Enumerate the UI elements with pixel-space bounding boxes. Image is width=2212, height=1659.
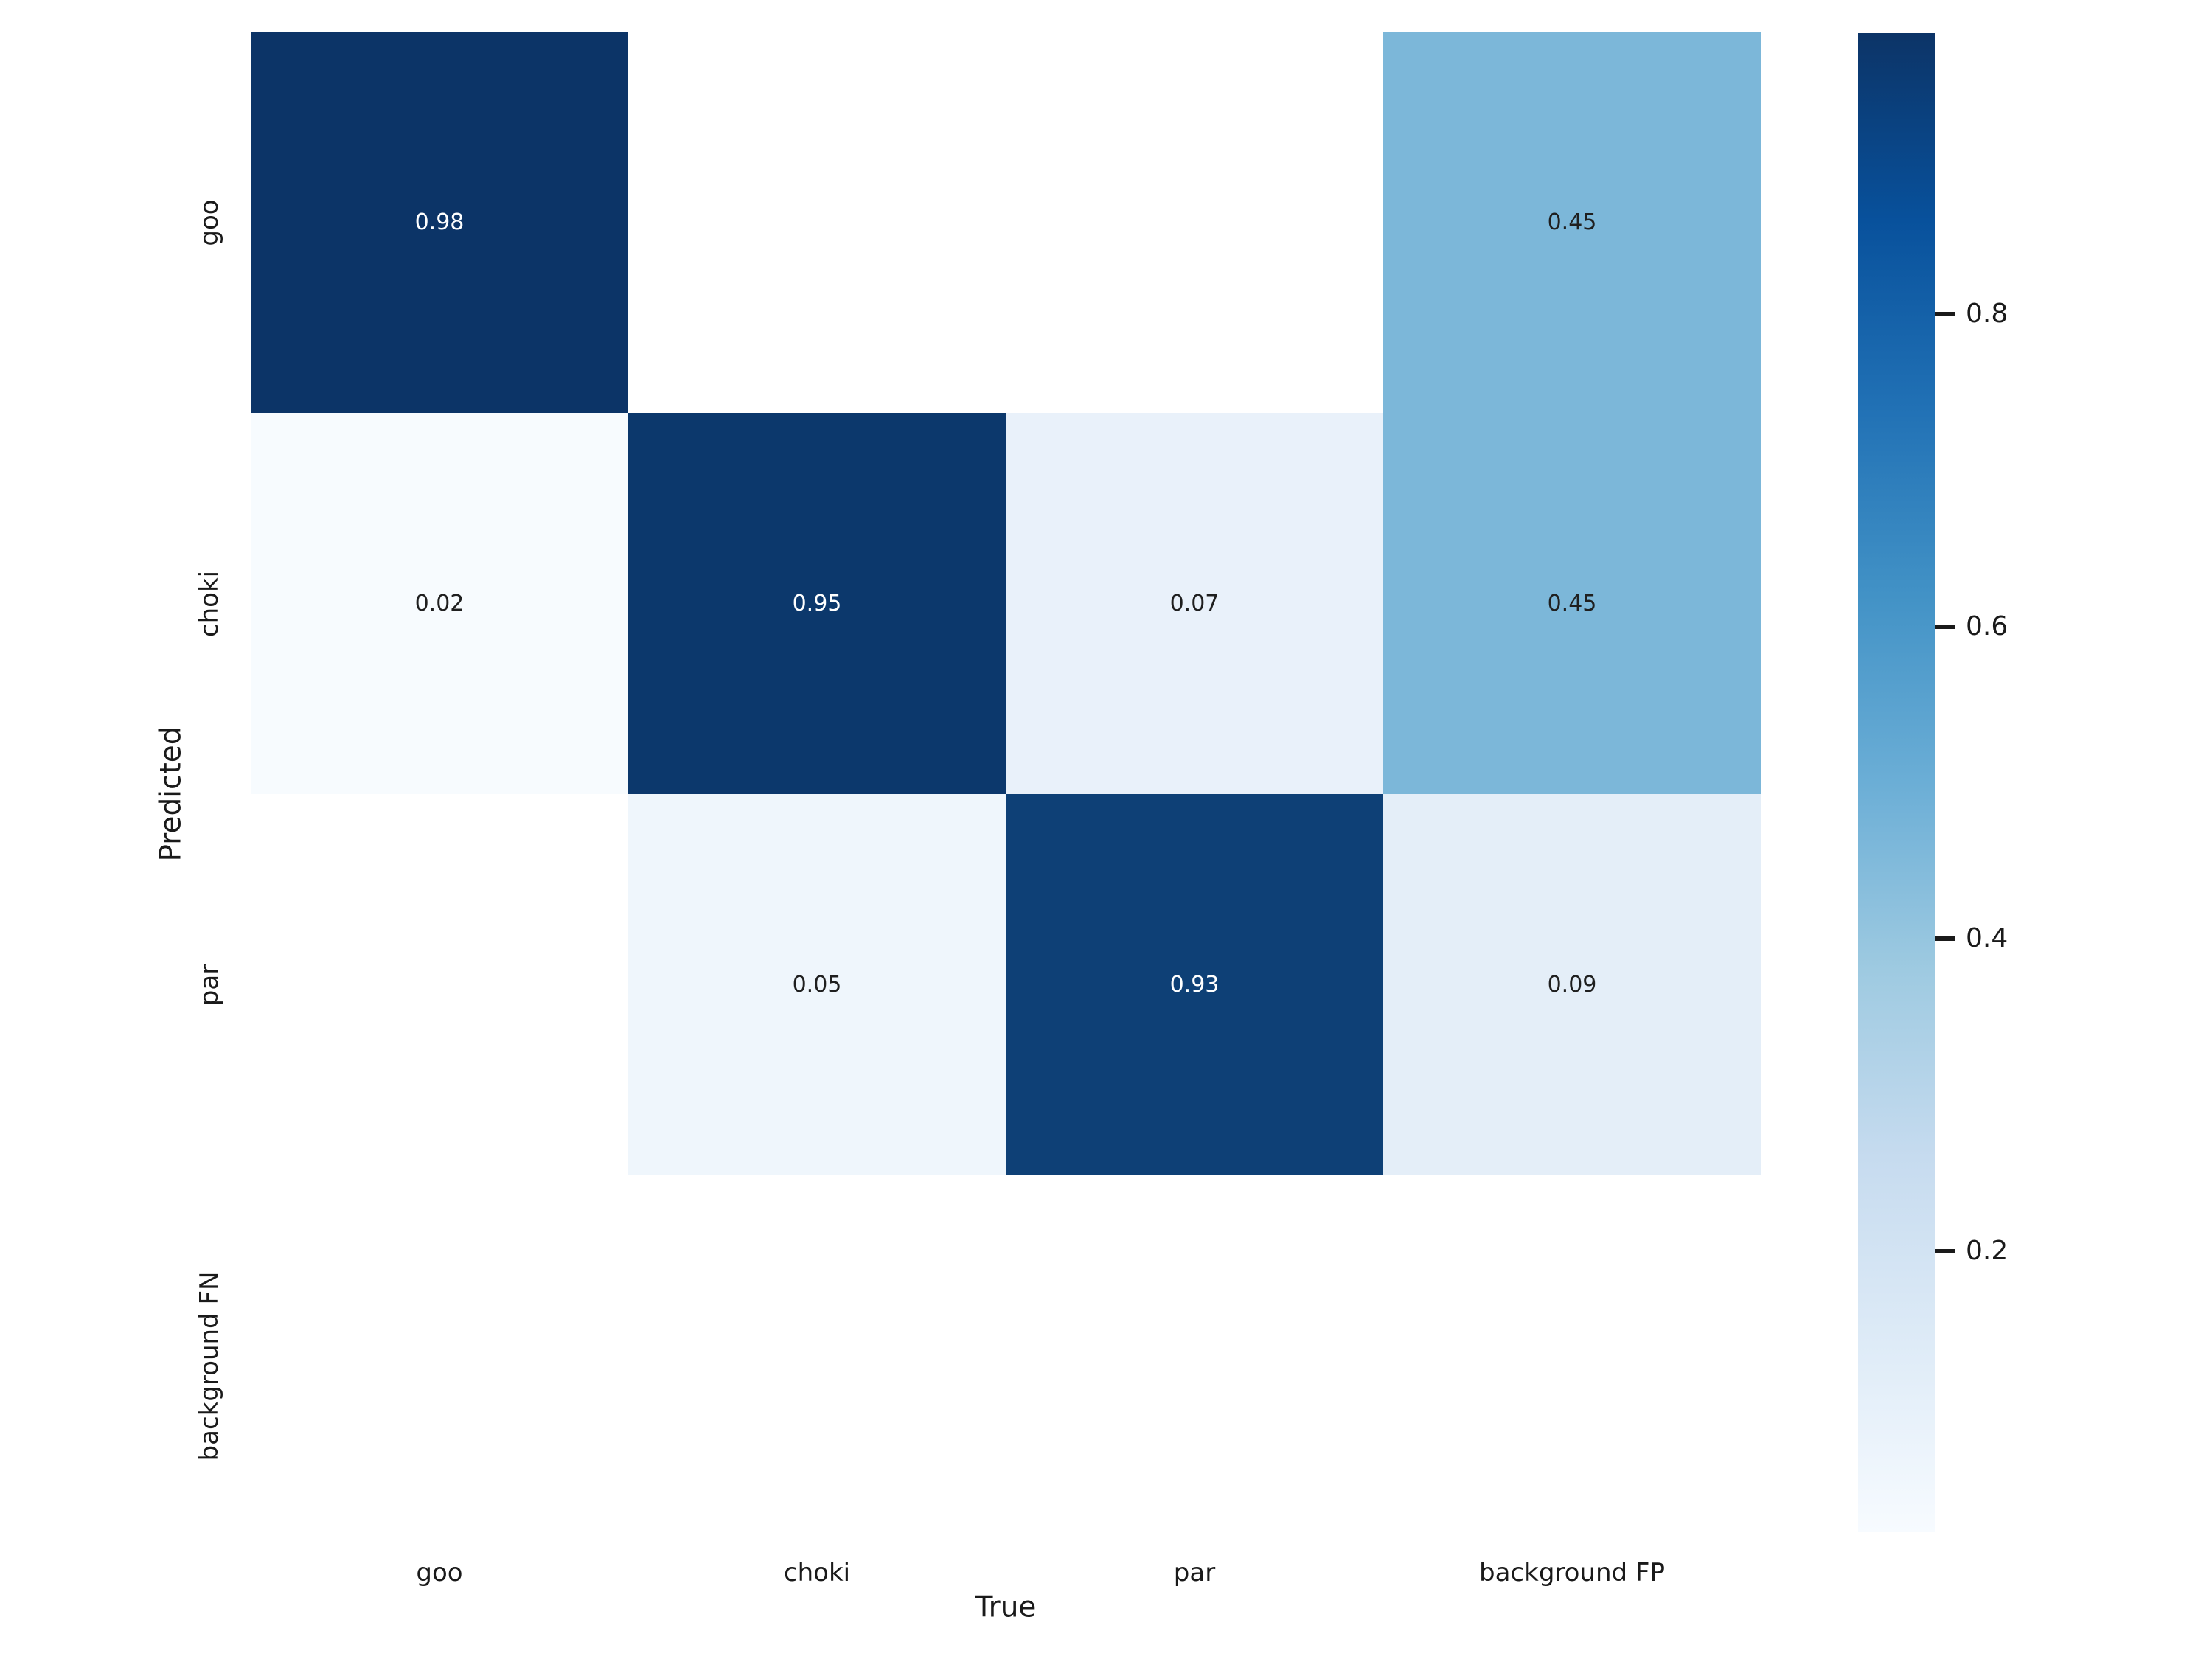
y-tick-label-par: par	[195, 964, 224, 1006]
cell-value: 0.95	[792, 590, 842, 616]
x-tick-label-par: par	[1173, 1558, 1216, 1587]
colorbar-tick-label: 0.4	[1966, 923, 2008, 954]
cell-value: 0.93	[1169, 971, 1220, 998]
colorbar-tick-mark	[1935, 312, 1955, 317]
cell-choki-background-FP: 0.45	[1383, 413, 1761, 794]
cell-goo-goo: 0.98	[251, 32, 628, 413]
cell-par-background-FP: 0.09	[1383, 794, 1761, 1175]
y-axis-title: Predicted	[154, 726, 188, 862]
cell-choki-choki: 0.95	[628, 413, 1006, 794]
y-tick-label-background-FN: background FN	[195, 1271, 224, 1461]
cell-goo-choki	[628, 32, 1006, 413]
x-tick-label-goo: goo	[416, 1558, 463, 1587]
cell-value: 0.05	[792, 971, 842, 998]
cell-goo-par	[1006, 32, 1383, 413]
colorbar-tick-mark	[1935, 936, 1955, 942]
cell-value: 0.98	[414, 209, 465, 235]
cell-par-goo	[251, 794, 628, 1175]
colorbar	[1858, 33, 1935, 1532]
cell-value: 0.45	[1547, 209, 1597, 235]
cell-goo-background-FP: 0.45	[1383, 32, 1761, 413]
colorbar-tick-mark	[1935, 624, 1955, 629]
x-tick-label-choki: choki	[783, 1558, 851, 1587]
x-axis-title: True	[975, 1590, 1037, 1624]
cell-value: 0.09	[1547, 971, 1597, 998]
cell-value: 0.02	[414, 590, 465, 616]
y-tick-label-choki: choki	[195, 570, 224, 637]
cell-par-par: 0.93	[1006, 794, 1383, 1175]
cell-choki-goo: 0.02	[251, 413, 628, 794]
colorbar-tick-label: 0.2	[1966, 1235, 2008, 1266]
cell-value: 0.45	[1547, 590, 1597, 616]
colorbar-tick-label: 0.8	[1966, 299, 2008, 330]
cell-background-FN-background-FP	[1383, 1175, 1761, 1557]
cell-value: 0.07	[1169, 590, 1220, 616]
heatmap-grid: 0.98 0.45 0.02 0.95 0.07 0.45 0.05 0.93 0.09	[251, 32, 1761, 1557]
y-tick-label-goo: goo	[195, 198, 224, 246]
colorbar-tick-label: 0.6	[1966, 611, 2008, 641]
colorbar-tick-mark	[1935, 1248, 1955, 1253]
cell-choki-par: 0.07	[1006, 413, 1383, 794]
cell-background-FN-goo	[251, 1175, 628, 1557]
cell-background-FN-par	[1006, 1175, 1383, 1557]
cell-background-FN-choki	[628, 1175, 1006, 1557]
x-tick-label-background-FP: background FP	[1479, 1558, 1665, 1587]
cell-par-choki: 0.05	[628, 794, 1006, 1175]
